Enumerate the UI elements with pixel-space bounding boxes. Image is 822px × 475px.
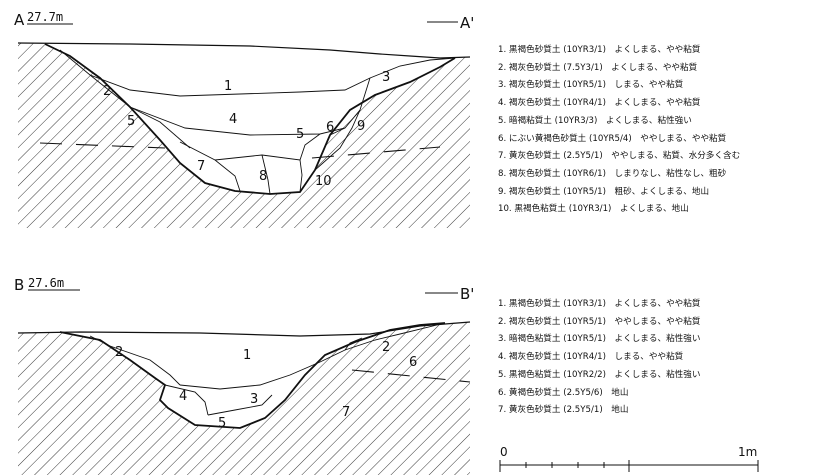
section-b-legend: 1. 黒褐色砂質土 (10YR3/1) よくしまる、やや粘質 2. 褐灰色砂質土… (498, 296, 700, 420)
section-b-profile: B 27.6m B' 1 2 2 3 4 5 6 7 (14, 276, 474, 475)
section-a-layer-6: 6 (326, 120, 334, 135)
section-a-dashed-lines (39, 142, 441, 159)
section-b-pit-outline (59, 322, 446, 429)
section-a-legend: 1. 黒褐色砂質土 (10YR3/1) よくしまる、やや粘質 2. 褐灰色砂質土… (498, 42, 740, 219)
section-a-layer-3: 3 (382, 70, 390, 85)
section-a-elevation: 27.7m (27, 10, 63, 24)
legend-item: 5. 暗褐粘質土 (10YR3/3) よくしまる、粘性強い (498, 115, 692, 126)
section-a-end-label: A' (460, 14, 474, 32)
section-a-profile: A 27.7m A' 1 2 3 4 (14, 10, 474, 228)
section-b-end-label: B' (460, 285, 474, 303)
section-a-layer-9: 9 (357, 119, 365, 134)
legend-item: 3. 暗褐色粘質土 (10YR5/1) よくしまる、粘性強い (498, 334, 701, 345)
section-a-label: A (14, 11, 25, 29)
section-a-layer-10: 10 (315, 174, 332, 189)
legend-item: 4. 褐灰色砂質土 (10YR4/1) しまる、やや粘質 (498, 352, 684, 363)
section-b-layer-1: 1 (243, 348, 251, 363)
section-b-layer-5: 5 (218, 416, 226, 431)
section-b-layer-2a: 2 (115, 345, 123, 360)
section-b-ground-hatch (18, 322, 470, 475)
section-b-layer-7: 7 (342, 405, 350, 420)
section-a-layer-5a: 5 (127, 114, 135, 129)
legend-item: 9. 褐灰色砂質土 (10YR5/1) 粗砂、よくしまる、地山 (498, 186, 710, 197)
section-a-layer-5b: 5 (296, 127, 304, 142)
section-b-layer-2b: 2 (382, 340, 390, 355)
section-b-surface-line (17, 321, 471, 337)
legend-item: 5. 黒褐色粘質土 (10YR2/2) よくしまる、粘性強い (498, 369, 701, 380)
section-b-layer-4: 4 (179, 389, 187, 404)
legend-item: 1. 黒褐色砂質土 (10YR3/1) よくしまる、やや粘質 (498, 45, 701, 55)
section-b-layer-3: 3 (250, 392, 258, 407)
section-a-ground-hatch (18, 43, 470, 228)
section-a-layer-lines (59, 49, 456, 195)
legend-item: 3. 褐灰色砂質土 (10YR5/1) しまる、やや粘質 (498, 80, 684, 91)
section-a-layer-2: 2 (103, 84, 111, 99)
legend-item: 8. 褐灰色砂質土 (10YR6/1) しまりなし、粘性なし、粗砂 (498, 168, 727, 179)
scale-start-label: 0 (500, 445, 508, 459)
section-b-elevation: 27.6m (28, 276, 64, 290)
section-a-layer-1: 1 (224, 79, 232, 94)
section-b-layer-6: 6 (409, 355, 417, 370)
section-b-layer-lines (89, 322, 446, 416)
section-b-dashed-lines (351, 369, 471, 383)
section-a-layer-4: 4 (229, 112, 237, 127)
legend-item: 1. 黒褐色砂質土 (10YR3/1) よくしまる、やや粘質 (498, 299, 701, 309)
section-a-layer-8: 8 (259, 169, 267, 184)
scale-end-label: 1m (738, 445, 757, 459)
legend-item: 7. 黄灰色砂質土 (2.5Y5/1) 地山 (498, 405, 629, 416)
legend-item: 2. 褐灰色砂質土 (7.5Y3/1) よくしまる、やや粘質 (498, 62, 698, 73)
legend-item: 7. 黄灰色砂質土 (2.5Y5/1) ややしまる、粘質、水分多く含む (498, 151, 741, 162)
scale-bar: 0 1m (499, 445, 759, 472)
legend-item: 10. 黒褐色粘質土 (10YR3/1) よくしまる、地山 (498, 204, 689, 215)
legend-item: 6. にぶい黄褐色砂質土 (10YR5/4) ややしまる、やや粘質 (498, 133, 727, 144)
section-a-layer-7: 7 (197, 159, 205, 174)
legend-item: 2. 褐灰色砂質土 (10YR5/1) ややしまる、やや粘質 (498, 316, 701, 327)
legend-item: 4. 褐灰色砂質土 (10YR4/1) よくしまる、やや粘質 (498, 98, 701, 109)
legend-item: 6. 黄褐色砂質土 (2.5Y5/6) 地山 (498, 387, 629, 398)
section-a-surface-line (17, 42, 471, 59)
section-b-label: B (14, 276, 24, 294)
